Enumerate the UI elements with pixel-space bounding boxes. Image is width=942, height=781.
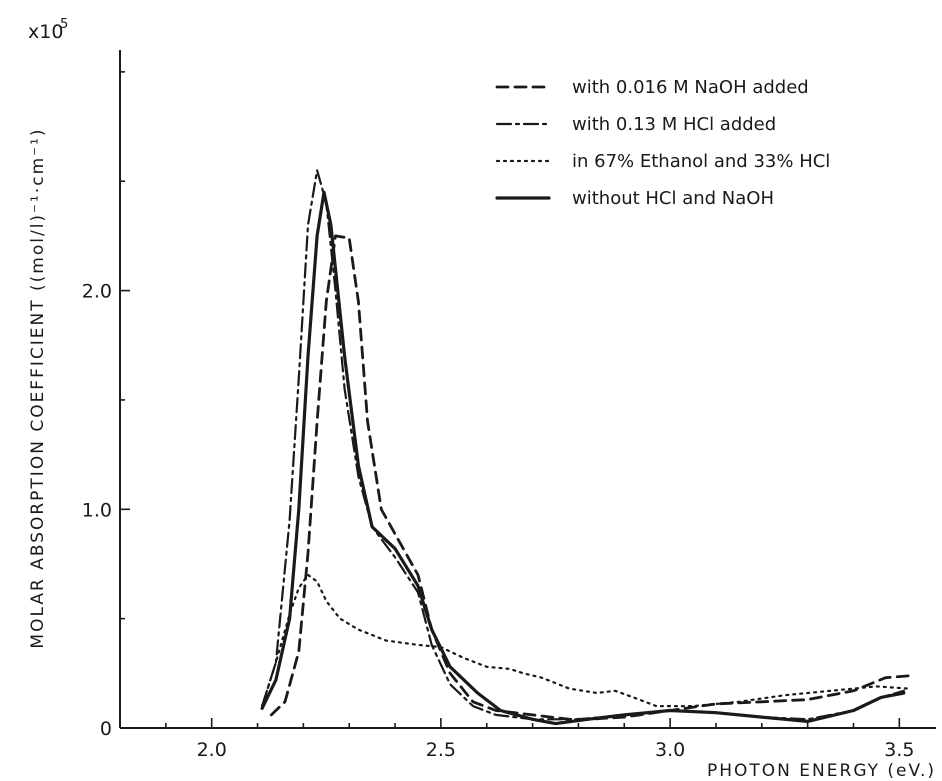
x-tick-label: 3.5 [884,739,914,761]
legend: with 0.016 M NaOH added with 0.13 M HCl a… [497,77,830,209]
legend-label: with 0.016 M NaOH added [572,77,809,98]
x-axis-title: PHOTON ENERGY (eV.) [707,761,936,781]
y-tick-label: 0 [100,718,112,740]
x-tick-label: 2.0 [197,739,227,761]
series-line-dotted [262,575,908,706]
y-multiplier: x10 5 [28,17,68,43]
y-multiplier-exponent: 5 [60,17,68,32]
legend-label: without HCl and NaOH [572,188,774,209]
series-line-dash-dot [262,170,904,719]
series-line-solid [262,192,904,723]
series-lines [262,170,913,723]
series-line-dashed [271,236,913,719]
legend-label: with 0.13 M HCl added [572,114,776,135]
legend-label: in 67% Ethanol and 33% HCl [572,151,830,172]
y-multiplier-base: x10 [28,21,63,43]
y-tick-label: 2.0 [82,281,112,303]
y-axis-ticks: 0 1.0 2.0 [82,72,130,740]
x-tick-label: 2.5 [426,739,456,761]
y-axis-title: MOLAR ABSORPTION COEFFICIENT ((mol/l)⁻¹·… [28,127,48,648]
x-tick-label: 3.0 [655,739,685,761]
x-axis-ticks: 2.0 2.5 3.0 3.5 [166,718,915,761]
y-tick-label: 1.0 [82,499,112,521]
